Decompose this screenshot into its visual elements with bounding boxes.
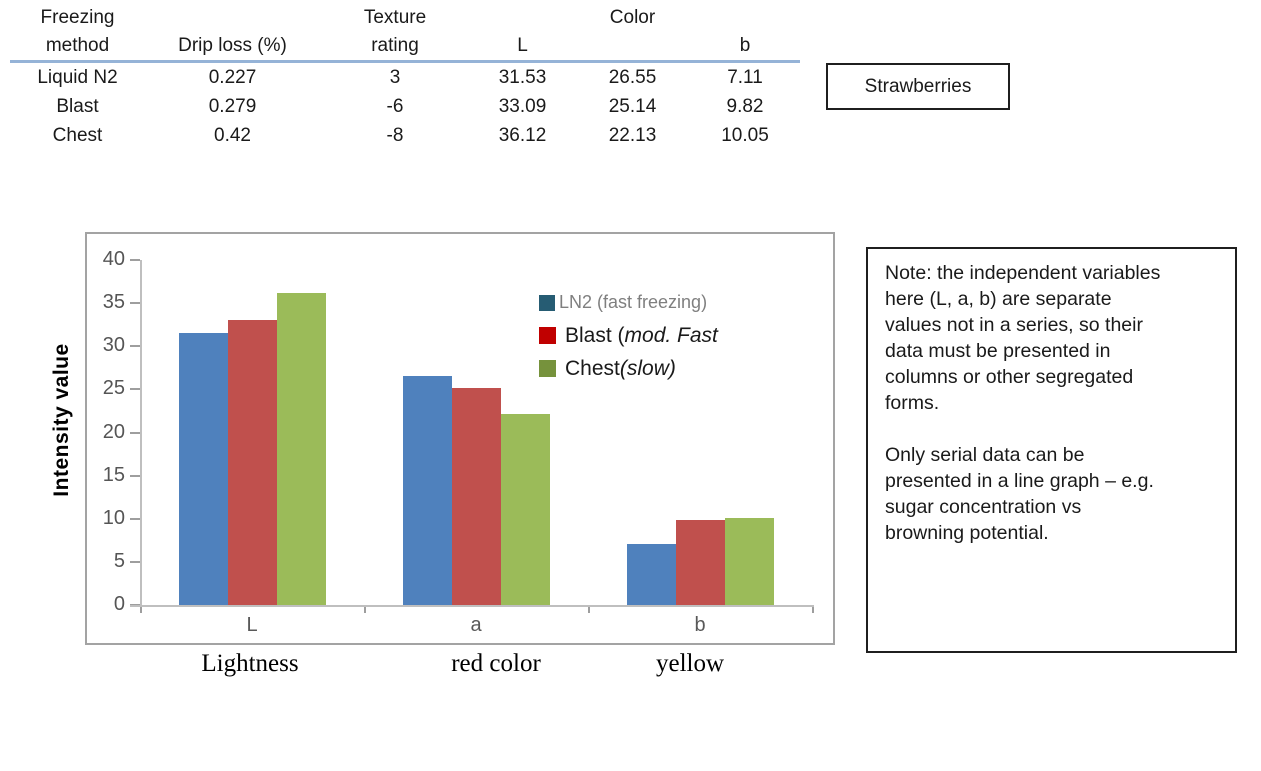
table-cell: 26.55 [608,66,657,88]
bar-ln2-a [402,376,452,605]
table-row: Liquid N2 0.227 3 31.53 26.55 7.11 [10,62,800,93]
table-header: Texture [363,6,427,28]
y-axis-tick [130,259,140,261]
x-axis-tick [812,605,814,613]
x-axis-tick [140,605,142,613]
freezing-table: Freezing Texture Color method Drip loss (%) r… [10,4,800,150]
table-header: Freezing [40,6,115,28]
x-axis-tick [364,605,366,613]
table-cell: 7.11 [727,66,763,88]
y-axis-tick-label: 0 [113,593,125,615]
bar-ln2-b [626,543,676,605]
table-cell: Blast [56,95,99,117]
table-header [575,31,690,63]
table-header: Drip loss (%) [145,31,320,63]
bar-chest-L [276,293,326,605]
table-cell: -6 [386,95,404,117]
y-axis-tick [130,431,140,434]
note-paragraph-1: Note: the independent variables here (L,… [885,262,1161,414]
table-header [690,4,800,31]
table-row: Chest 0.42 -8 36.12 22.13 10.05 [10,121,800,150]
table-cell: 9.82 [726,95,764,117]
table-cell: 31.53 [498,66,547,88]
y-axis-tick-label: 40 [102,248,125,270]
table-header: L [470,31,575,63]
bar-chest-b [724,518,774,605]
bar-chest-a [500,414,550,605]
legend-item: Blast (mod. Fast [539,319,718,352]
legend-label: Blast ( [565,323,625,347]
y-axis-tick [130,517,140,520]
note-box: Note: the independent variables here (L,… [866,247,1237,653]
legend-swatch [539,360,556,377]
table-header: method [10,31,145,63]
note-paragraph-2: Only serial data can be presented in a l… [885,444,1154,544]
table-header: rating [320,31,470,63]
y-axis-tick [130,388,140,391]
y-axis-tick-label: 35 [102,291,125,314]
strawberries-label: Strawberries [864,75,972,97]
table-cell: Liquid N2 [37,66,118,88]
table-header-row: Freezing Texture Color [10,4,800,31]
legend-label-italic: mod. Fast [624,323,718,347]
y-axis-tick-label: 25 [102,377,125,400]
x-axis-category-label: a [470,614,482,636]
table-cell: 0.227 [208,66,257,88]
table-cell: 33.09 [498,95,547,117]
legend-item: Chest (slow) [539,352,718,385]
bar-chart: LN2 (fast freezing) Blast (mod. Fast Chest… [85,232,835,645]
y-axis-tick [130,474,140,477]
legend-swatch [539,294,555,311]
y-axis [140,260,142,605]
y-axis-tick [130,302,140,305]
bar-blast-a [451,388,501,605]
category-sublabel: yellow [655,650,725,677]
y-axis-tick-label: 10 [102,506,125,529]
legend-label: LN2 (fast freezing) [559,292,708,312]
strawberries-label-box: Strawberries [826,63,1010,110]
table-header: Color [609,6,656,28]
y-axis-tick [130,560,140,563]
table-cell: Chest [52,124,103,146]
y-axis-tick-label: 30 [102,334,125,357]
table-cell: 22.13 [608,124,657,146]
table-header [470,4,575,31]
table-row: Blast 0.279 -6 33.09 25.14 9.82 [10,92,800,121]
y-axis-tick [130,345,140,348]
bar-blast-b [675,520,725,605]
table-cell: -8 [386,124,404,146]
table-header [145,4,320,31]
x-axis [130,605,814,607]
category-sublabel: red color [451,650,541,677]
legend-item: LN2 (fast freezing) [539,286,718,319]
legend-label-italic: (slow) [619,356,676,380]
x-axis-tick [588,605,590,613]
table-cell: 25.14 [608,95,657,117]
table-cell: 0.42 [214,124,251,146]
table-cell: 10.05 [721,124,769,146]
y-axis-tick-label: 20 [102,420,125,443]
table-cell: 0.279 [208,95,257,117]
table-cell: 3 [389,66,401,88]
table-cell: 36.12 [498,124,547,146]
legend-swatch [539,327,556,344]
x-axis-category-label: b [694,614,706,636]
x-axis-category-label: L [246,614,258,636]
bar-blast-L [227,319,277,605]
y-axis-title: Intensity value [50,343,73,497]
y-axis-tick-label: 5 [113,549,125,572]
legend-label: Chest [565,356,620,380]
table-header: b [690,31,800,63]
category-sublabel: Lightness [201,650,299,677]
bar-ln2-L [178,333,228,605]
chart-legend: LN2 (fast freezing) Blast (mod. Fast Chest… [539,286,718,385]
y-axis-tick-label: 15 [102,463,125,486]
